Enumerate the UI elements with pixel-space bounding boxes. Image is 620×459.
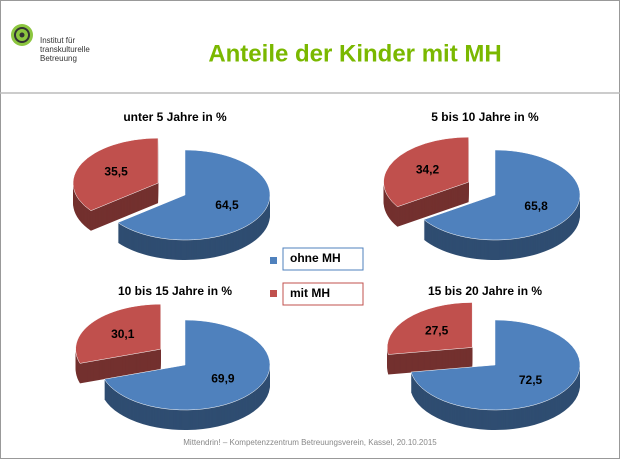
slide-title: Anteile der Kinder mit MH: [208, 40, 501, 67]
value-label: 65,8: [524, 199, 548, 213]
chart-title: 5 bis 10 Jahre in %: [431, 110, 539, 124]
logo-swirl: [14, 27, 30, 43]
pie-slice: [75, 303, 161, 364]
pie-slice: [117, 149, 271, 241]
legend-label: mit MH: [290, 286, 330, 300]
legend-swatch: [270, 257, 277, 264]
logo-text: transkulturelle: [40, 45, 90, 54]
logo-text: Institut für: [40, 36, 75, 45]
value-label: 69,9: [211, 372, 235, 386]
chart-title: unter 5 Jahre in %: [123, 110, 227, 124]
pie-slice: [386, 302, 473, 355]
legend-box: [282, 282, 364, 306]
pie-slice: [72, 137, 159, 211]
chart-title: 10 bis 15 Jahre in %: [118, 284, 232, 298]
legend-swatch: [270, 290, 277, 297]
value-label: 35,5: [104, 164, 128, 178]
legend: ohne MH mit MH: [270, 247, 364, 306]
chart-title: 15 bis 20 Jahre in %: [428, 284, 542, 298]
value-label: 72,5: [519, 373, 543, 387]
logo-icon: [11, 24, 33, 46]
legend-label: ohne MH: [290, 251, 341, 265]
legend-box: [282, 247, 364, 271]
footer: Mittendrin! – Kompetenzzentrum Betreuung…: [183, 438, 437, 447]
pie-slice: [383, 136, 469, 208]
value-label: 34,2: [416, 163, 440, 177]
value-label: 27,5: [425, 324, 449, 338]
pie-slice: [103, 319, 271, 411]
value-label: 64,5: [215, 198, 239, 212]
logo-dot: [19, 32, 25, 38]
logo-text: Betreuung: [40, 54, 77, 63]
pie-slice: [410, 319, 581, 411]
pie-slice: [423, 149, 581, 241]
value-label: 30,1: [111, 327, 135, 341]
